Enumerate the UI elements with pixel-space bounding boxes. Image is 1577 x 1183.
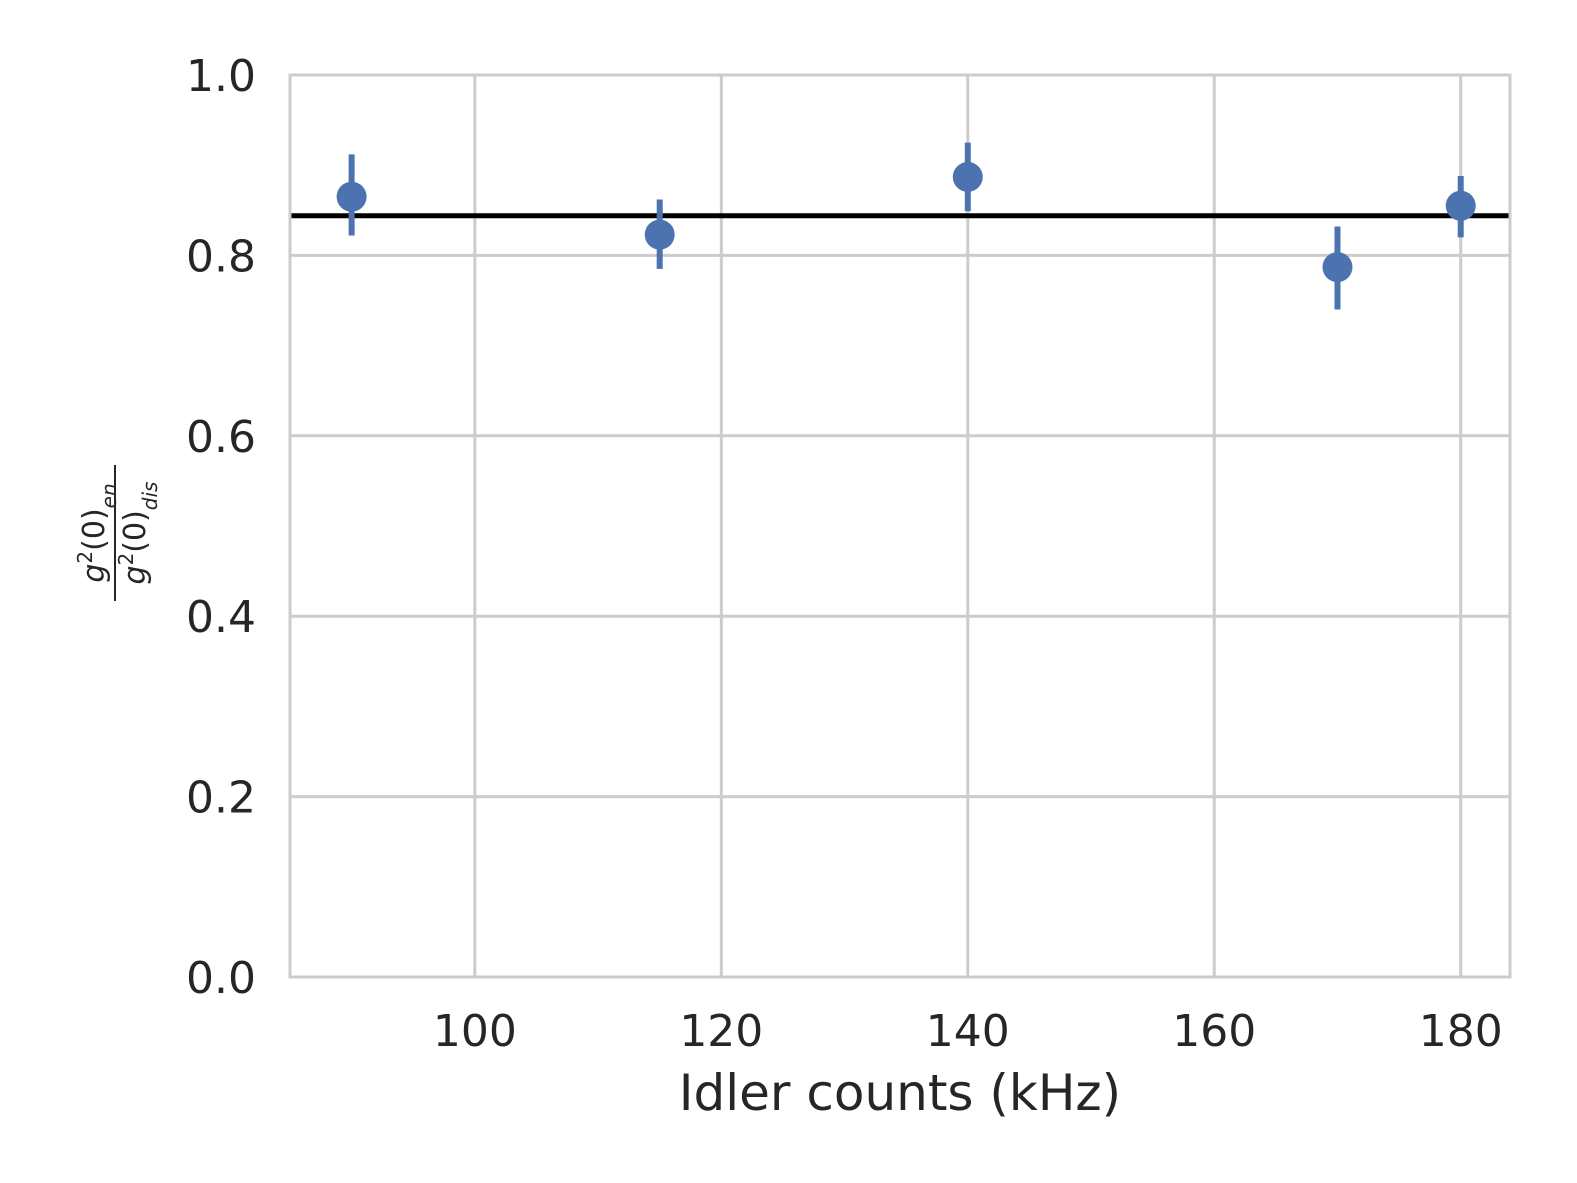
data-point bbox=[1322, 252, 1353, 283]
y-tick-labels: 0.0 0.2 0.4 0.6 0.8 1.0 bbox=[186, 51, 256, 1004]
data-points bbox=[336, 142, 1476, 310]
y-den-sup: 2 bbox=[114, 553, 138, 566]
y-axis-label: g2(0)en g2(0)dis bbox=[73, 465, 162, 601]
data-point bbox=[952, 161, 983, 192]
y-den-base: g bbox=[118, 565, 153, 584]
x-tick-label: 100 bbox=[433, 1006, 517, 1057]
y-num-sup: 2 bbox=[73, 551, 97, 564]
x-tick-labels: 100 120 140 160 180 bbox=[433, 1006, 1503, 1057]
y-den-sub: dis bbox=[138, 482, 162, 511]
y-label-numerator: g2(0)en bbox=[73, 483, 121, 582]
y-label-denominator: g2(0)dis bbox=[114, 482, 162, 585]
data-point bbox=[644, 219, 675, 250]
x-tick-label: 160 bbox=[1172, 1006, 1256, 1057]
data-point bbox=[336, 181, 367, 212]
y-num-sub: en bbox=[97, 483, 121, 508]
y-num-mid: (0) bbox=[77, 508, 112, 551]
y-tick-label: 0.2 bbox=[186, 773, 256, 824]
y-tick-label: 0.6 bbox=[186, 412, 256, 463]
x-tick-label: 140 bbox=[926, 1006, 1010, 1057]
y-tick-label: 0.0 bbox=[186, 953, 256, 1004]
y-num-base: g bbox=[77, 564, 112, 583]
y-tick-label: 1.0 bbox=[186, 51, 256, 102]
grid bbox=[290, 73, 1510, 979]
plot-frame bbox=[288, 73, 1512, 979]
y-den-mid: (0) bbox=[118, 510, 153, 553]
x-tick-label: 120 bbox=[679, 1006, 763, 1057]
x-tick-label: 180 bbox=[1419, 1006, 1503, 1057]
x-axis-label: Idler counts (kHz) bbox=[679, 1064, 1121, 1122]
y-tick-label: 0.4 bbox=[186, 592, 256, 643]
y-tick-label: 0.8 bbox=[186, 231, 256, 282]
data-point bbox=[1445, 190, 1476, 221]
